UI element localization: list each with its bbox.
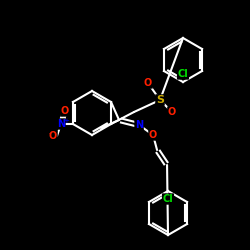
Text: -: - bbox=[49, 130, 51, 136]
Text: O: O bbox=[168, 107, 176, 117]
Text: O: O bbox=[144, 78, 152, 88]
Text: S: S bbox=[156, 95, 164, 105]
Text: Cl: Cl bbox=[162, 194, 173, 204]
Text: N: N bbox=[57, 119, 65, 129]
Text: +: + bbox=[63, 118, 69, 124]
Text: O: O bbox=[49, 131, 57, 141]
Text: Cl: Cl bbox=[178, 69, 188, 79]
Text: O: O bbox=[149, 130, 157, 140]
Text: O: O bbox=[61, 106, 69, 116]
Text: N: N bbox=[135, 120, 143, 130]
